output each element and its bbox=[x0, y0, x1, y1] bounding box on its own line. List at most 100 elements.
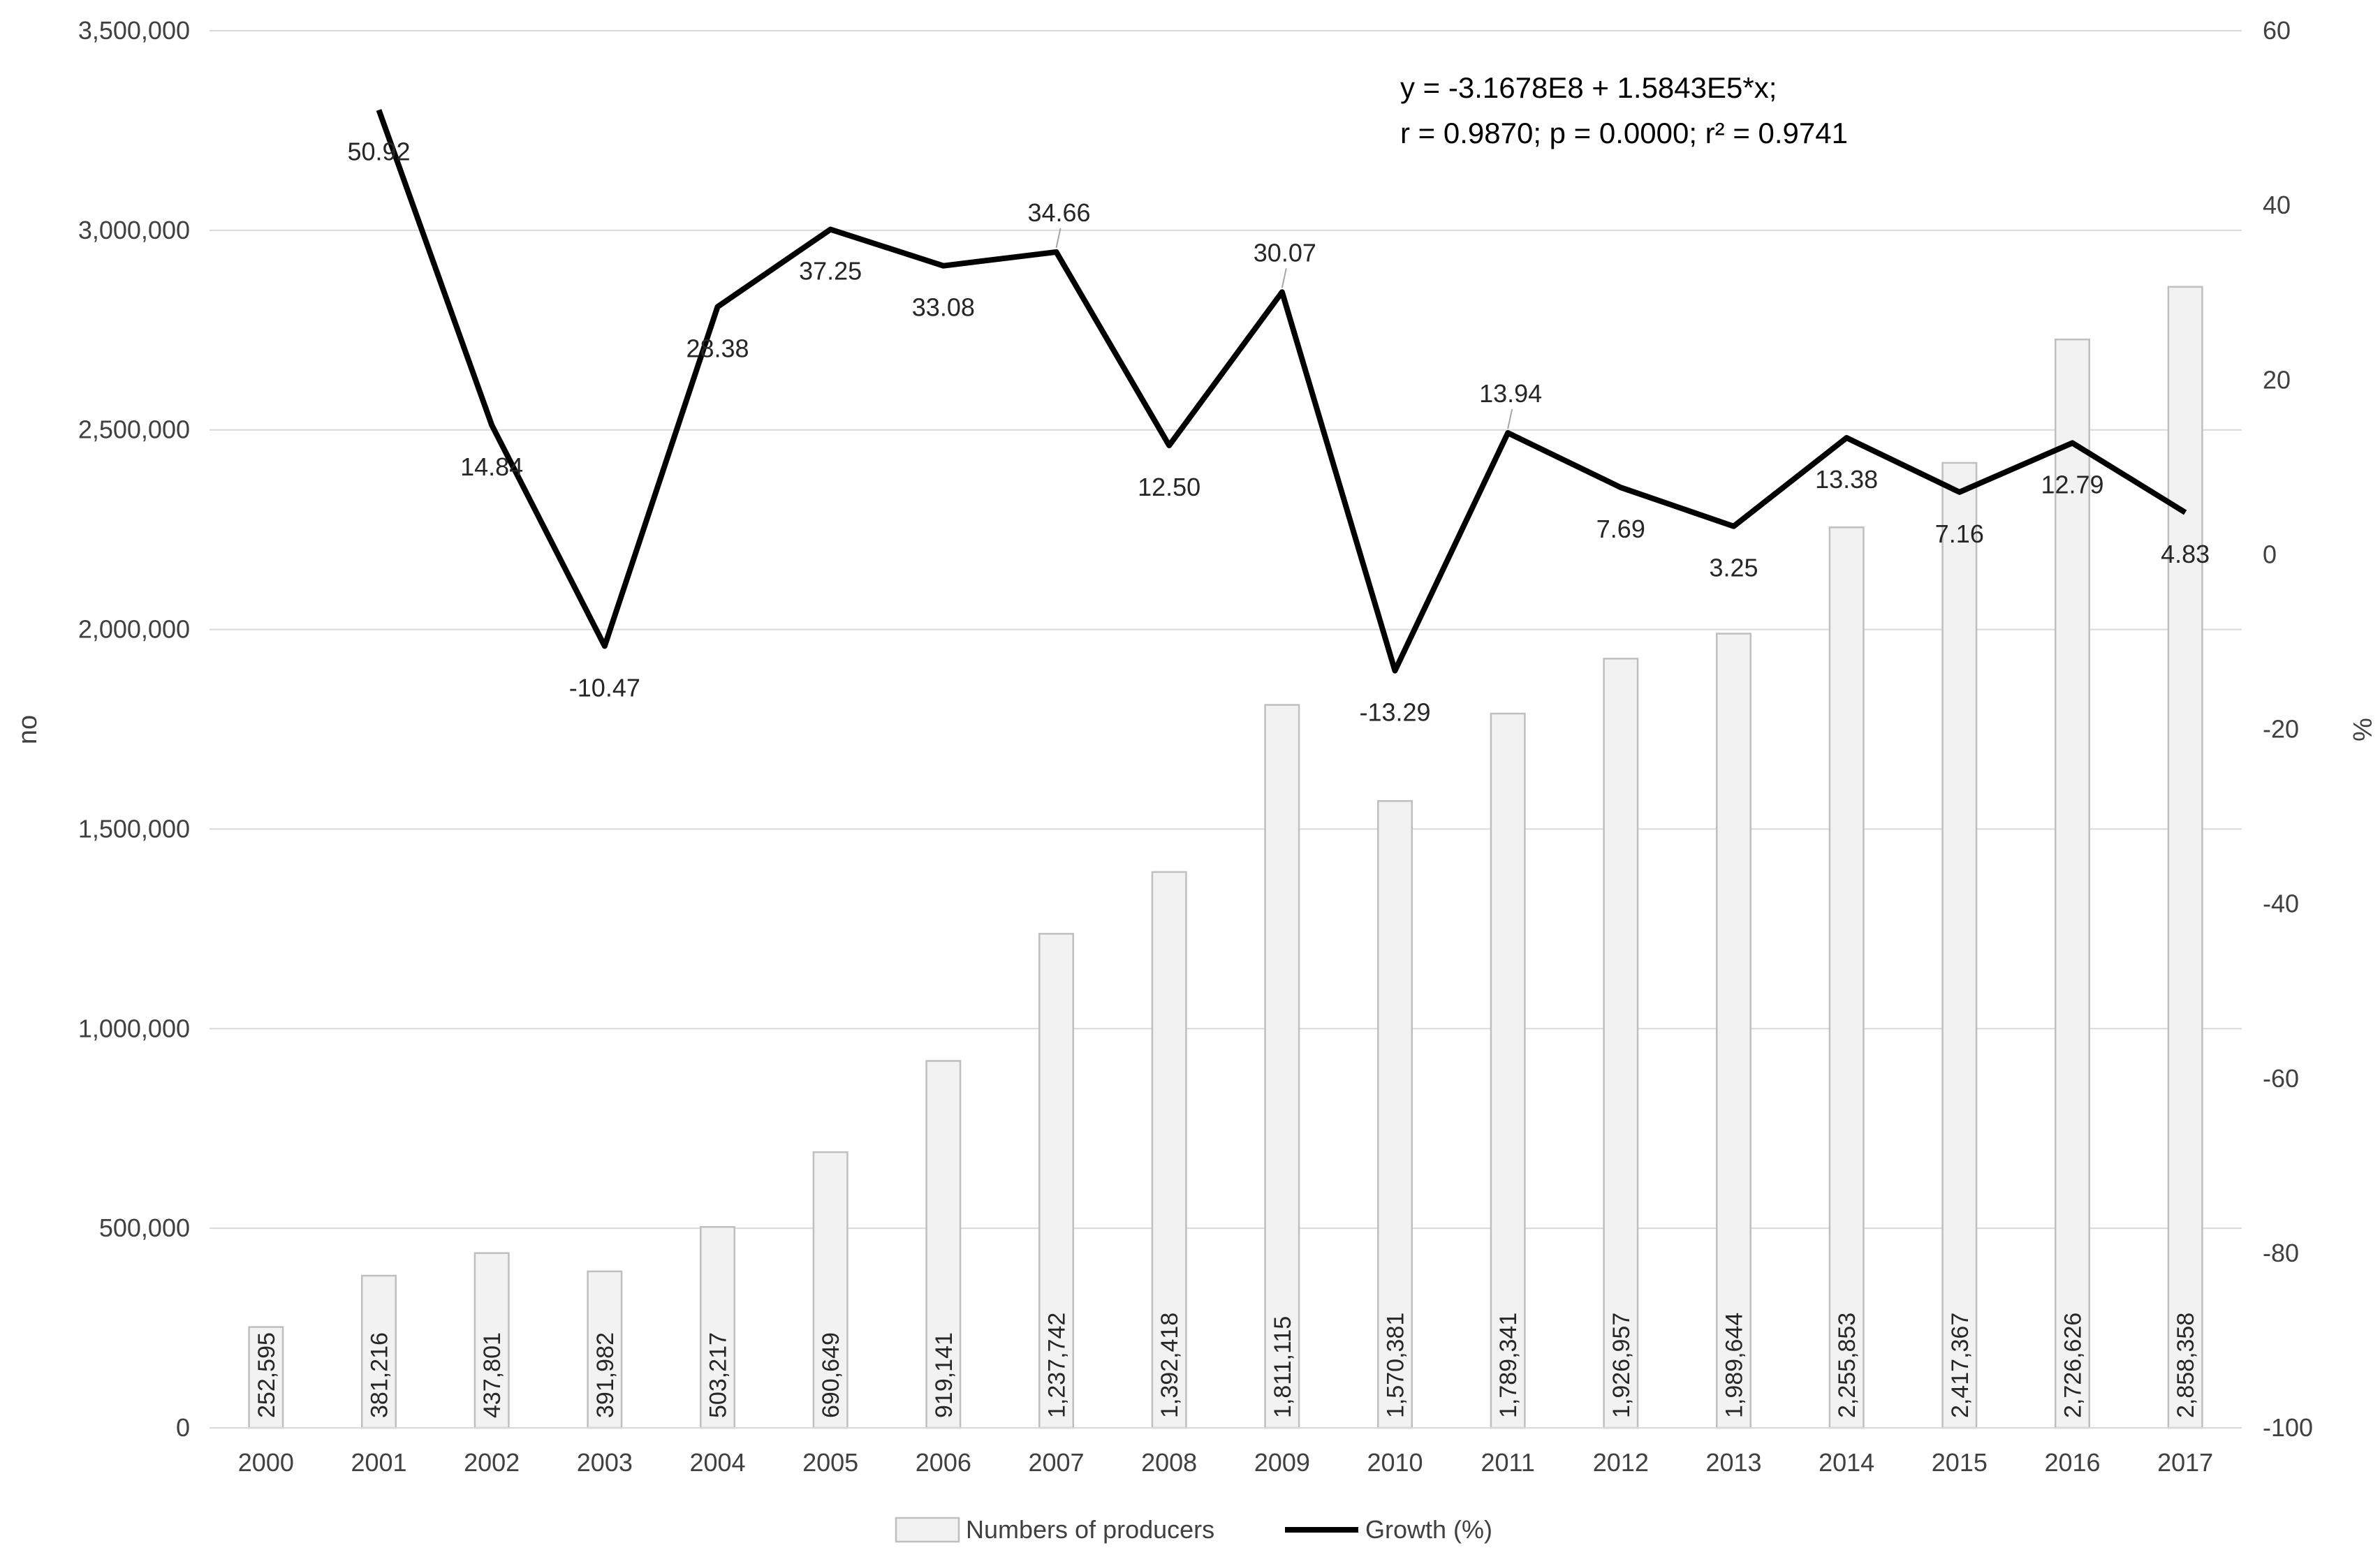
line-data-label: 14.84 bbox=[460, 452, 523, 481]
bar-data-label: 503,217 bbox=[705, 1332, 732, 1418]
leader-line bbox=[1281, 268, 1287, 288]
y2-tick-label: -100 bbox=[2263, 1413, 2313, 1442]
y2-tick-label: -80 bbox=[2263, 1239, 2299, 1267]
bar bbox=[1716, 633, 1751, 1429]
bar-data-label: 391,982 bbox=[592, 1332, 619, 1418]
x-tick-label: 2007 bbox=[1028, 1448, 1084, 1477]
x-tick-label: 2008 bbox=[1141, 1448, 1197, 1477]
line-data-label: 12.50 bbox=[1138, 473, 1200, 501]
bar-series bbox=[248, 286, 2203, 1429]
bar-data-label: 381,216 bbox=[367, 1332, 393, 1418]
line-data-label: 50.92 bbox=[347, 138, 410, 166]
x-tick-label: 2005 bbox=[802, 1448, 858, 1477]
line-data-label: 13.94 bbox=[1479, 379, 1542, 408]
bar bbox=[473, 1252, 510, 1429]
bar-data-label: 1,570,381 bbox=[1383, 1313, 1409, 1418]
gridlines bbox=[210, 30, 2242, 1429]
y2-axis-title: % bbox=[2347, 718, 2377, 742]
bar-data-label: 1,789,341 bbox=[1495, 1313, 1522, 1418]
y2-tick-label: 20 bbox=[2263, 365, 2291, 394]
bar bbox=[1828, 526, 1865, 1429]
right-y-axis: -100 -80 -60 -40 -20 0 20 40 60 bbox=[2263, 16, 2313, 1442]
line-data-label: 3.25 bbox=[1709, 554, 1758, 582]
bar-data-label: 1,811,115 bbox=[1270, 1316, 1296, 1418]
line-data-label: 28.38 bbox=[686, 334, 749, 362]
y2-tick-label: -60 bbox=[2263, 1064, 2299, 1093]
bar bbox=[1377, 799, 1413, 1429]
x-tick-label: 2010 bbox=[1367, 1448, 1423, 1477]
bar bbox=[248, 1326, 284, 1429]
regression-stats: r = 0.9870; p = 0.0000; r² = 0.9741 bbox=[1400, 117, 1848, 149]
line-series bbox=[376, 109, 2187, 674]
y2-tick-label: 60 bbox=[2263, 16, 2291, 45]
line-data-label: 13.38 bbox=[1815, 465, 1878, 494]
bar-data-label: 2,255,853 bbox=[1834, 1313, 1860, 1418]
x-tick-label: 2003 bbox=[577, 1448, 633, 1477]
bar bbox=[1264, 704, 1300, 1429]
x-tick-label: 2013 bbox=[1705, 1448, 1761, 1477]
y2-tick-label: 40 bbox=[2263, 191, 2291, 219]
y2-tick-label: -20 bbox=[2263, 715, 2299, 744]
bar bbox=[587, 1270, 623, 1429]
bar bbox=[925, 1060, 962, 1429]
y-tick-label: 1,000,000 bbox=[78, 1014, 190, 1042]
bar-data-label: 2,726,626 bbox=[2060, 1313, 2087, 1418]
y2-tick-label: -40 bbox=[2263, 890, 2299, 918]
legend-bar-swatch bbox=[895, 1517, 960, 1543]
y-tick-label: 1,500,000 bbox=[78, 814, 190, 843]
x-tick-label: 2016 bbox=[2044, 1448, 2100, 1477]
y-tick-label: 2,500,000 bbox=[78, 415, 190, 444]
legend-bar-label: Numbers of producers bbox=[966, 1515, 1214, 1544]
x-tick-label: 2004 bbox=[689, 1448, 745, 1477]
bar-data-label: 1,392,418 bbox=[1156, 1313, 1183, 1418]
x-tick-label: 2011 bbox=[1481, 1448, 1534, 1477]
bar-data-label: 690,649 bbox=[818, 1332, 844, 1418]
line-data-label: 30.07 bbox=[1254, 238, 1316, 267]
left-y-axis: 0 500,000 1,000,000 1,500,000 2,000,000 2,500… bbox=[78, 16, 190, 1442]
legend-line-label: Growth (%) bbox=[1365, 1515, 1492, 1544]
x-tick-label: 2014 bbox=[1819, 1448, 1874, 1477]
x-tick-label: 2012 bbox=[1593, 1448, 1649, 1477]
x-tick-label: 2006 bbox=[916, 1448, 971, 1477]
line-data-label: 7.69 bbox=[1596, 515, 1645, 543]
y-tick-label: 3,000,000 bbox=[78, 216, 190, 244]
x-axis: 2000 2001 2002 2003 2004 2005 2006 2007 2008 2009… bbox=[210, 1427, 2242, 1477]
legend: Numbers of producers Growth (%) bbox=[895, 1515, 1492, 1544]
x-tick-label: 2017 bbox=[2157, 1448, 2213, 1477]
y-tick-label: 500,000 bbox=[99, 1213, 190, 1242]
y-tick-label: 2,000,000 bbox=[78, 615, 190, 644]
bar bbox=[1941, 462, 1978, 1429]
bar-data-label: 1,989,644 bbox=[1721, 1313, 1748, 1418]
bar bbox=[2055, 338, 2090, 1429]
bar-data-label: 2,417,367 bbox=[1947, 1313, 1974, 1418]
x-tick-label: 2009 bbox=[1254, 1448, 1310, 1477]
bar-data-labels: 252,595 381,216 437,801 391,982 503,217 690,6… bbox=[254, 1313, 2199, 1418]
bar bbox=[1038, 933, 1074, 1429]
y-tick-label: 0 bbox=[176, 1413, 190, 1442]
line-data-label: 12.79 bbox=[2041, 470, 2103, 499]
line-data-label: -10.47 bbox=[569, 673, 640, 702]
line-data-label: 7.16 bbox=[1935, 519, 1984, 548]
line-data-label: -13.29 bbox=[1359, 698, 1430, 727]
regression-equation: y = -3.1678E8 + 1.5843E5*x; bbox=[1400, 71, 1777, 104]
y-axis-title: no bbox=[13, 715, 43, 744]
leader-line bbox=[1055, 228, 1062, 249]
x-tick-label: 2015 bbox=[1932, 1448, 1988, 1477]
bar-data-label: 919,141 bbox=[931, 1332, 957, 1418]
bar bbox=[2167, 286, 2203, 1429]
line-data-label: 34.66 bbox=[1027, 198, 1090, 227]
line-data-label: 33.08 bbox=[912, 293, 975, 322]
y-tick-label: 3,500,000 bbox=[78, 16, 190, 45]
line-data-label: 37.25 bbox=[799, 257, 862, 286]
bar-data-label: 437,801 bbox=[479, 1332, 506, 1418]
x-tick-label: 2002 bbox=[464, 1448, 520, 1477]
bar-data-label: 252,595 bbox=[254, 1332, 280, 1418]
bar-data-label: 1,926,957 bbox=[1608, 1313, 1635, 1418]
line-data-label: 4.83 bbox=[2161, 540, 2210, 568]
bar-data-label: 1,237,742 bbox=[1044, 1313, 1071, 1418]
x-tick-label: 2001 bbox=[351, 1448, 406, 1477]
x-tick-label: 2000 bbox=[238, 1448, 294, 1477]
bar bbox=[812, 1151, 849, 1429]
line-data-labels: 50.92 14.84 -10.47 28.38 37.25 33.08 34.66 12.5… bbox=[347, 138, 2210, 727]
